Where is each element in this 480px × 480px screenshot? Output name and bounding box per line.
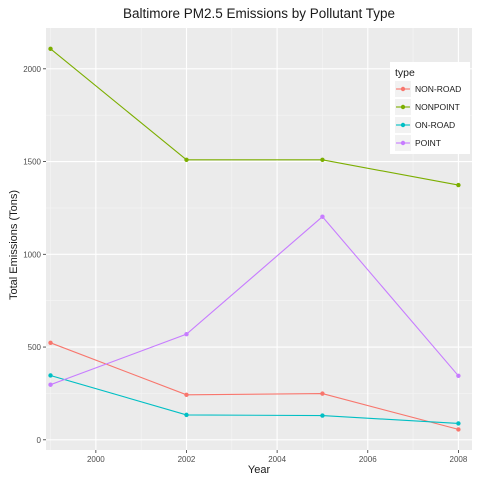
legend: type NON-ROAD NONPOINT ON-ROAD POINT — [390, 62, 470, 154]
data-point-nonpoint — [320, 157, 325, 162]
y-axis: 0 500 1000 1500 2000 — [23, 65, 46, 445]
x-tick-label: 2006 — [359, 455, 377, 464]
y-tick-label: 0 — [37, 436, 42, 445]
legend-label-non-road: NON-ROAD — [415, 84, 461, 94]
data-point-on-road — [184, 412, 189, 418]
series-line-on-road — [50, 374, 459, 424]
legend-key-point-nonpoint — [400, 104, 406, 110]
data-point-point — [456, 373, 461, 379]
major-gridlines — [46, 28, 472, 450]
legend-label-nonpoint: NONPOINT — [415, 102, 460, 112]
data-point-point — [48, 382, 53, 387]
y-tick-label: 2000 — [23, 65, 41, 74]
y-tick-label: 500 — [28, 343, 42, 352]
series-line-nonpoint — [50, 48, 459, 186]
x-tick-label: 2002 — [178, 455, 196, 464]
y-tick-label: 1000 — [23, 250, 41, 259]
data-point-non-road — [320, 391, 325, 396]
data-point-non-road — [184, 392, 189, 397]
x-tick-label: 2004 — [268, 455, 286, 464]
y-axis-title: Total Emissions (Tons) — [8, 190, 20, 300]
chart-title: Baltimore PM2.5 Emissions by Pollutant T… — [123, 6, 395, 21]
data-point-on-road — [456, 421, 461, 426]
data-point-nonpoint — [48, 46, 53, 52]
data-point-nonpoint — [456, 182, 461, 188]
legend-title: type — [395, 67, 415, 79]
data-point-point — [184, 331, 189, 337]
legend-label-point: POINT — [415, 138, 441, 148]
legend-key-point-point — [400, 140, 406, 146]
series-layer — [48, 46, 461, 432]
data-point-point — [320, 214, 325, 219]
data-point-on-road — [320, 413, 325, 418]
data-point-on-road — [48, 373, 53, 378]
x-tick-label: 2008 — [450, 455, 468, 464]
data-point-non-road — [48, 340, 53, 346]
x-axis: 2000 2002 2004 2006 2008 — [87, 450, 468, 464]
x-axis-title: Year — [248, 464, 271, 476]
legend-label-on-road: ON-ROAD — [415, 120, 455, 130]
legend-key-point-non-road — [400, 86, 406, 92]
y-tick-label: 1500 — [23, 158, 41, 167]
x-tick-label: 2000 — [87, 455, 105, 464]
series-line-non-road — [50, 342, 459, 430]
legend-items: NON-ROAD NONPOINT ON-ROAD POINT — [395, 81, 461, 151]
data-point-nonpoint — [184, 157, 189, 162]
series-line-point — [50, 215, 459, 386]
legend-key-point-on-road — [400, 122, 406, 128]
data-point-non-road — [456, 427, 461, 432]
